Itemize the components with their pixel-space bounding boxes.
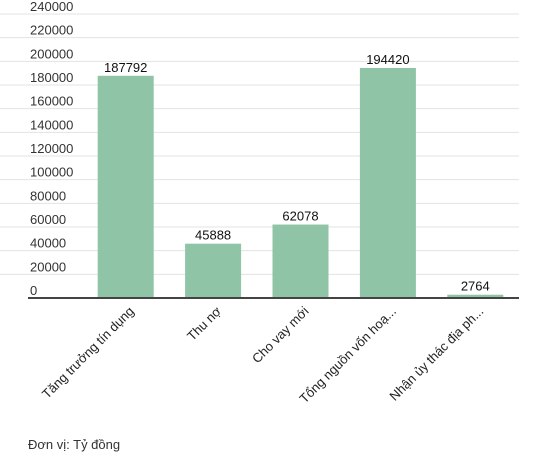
y-tick-label: 80000 xyxy=(30,188,66,203)
y-tick-label: 60000 xyxy=(30,212,66,227)
data-label: 62078 xyxy=(282,209,318,224)
y-tick-label: 160000 xyxy=(30,94,73,109)
y-tick-label: 0 xyxy=(30,283,37,298)
category-label: Cho vay mới xyxy=(249,303,312,366)
y-tick-label: 140000 xyxy=(30,117,73,132)
y-tick-label: 120000 xyxy=(30,141,73,156)
data-label: 187792 xyxy=(104,60,147,75)
y-tick-label: 200000 xyxy=(30,46,73,61)
category-label: Nhận ủy thác địa ph... xyxy=(386,304,486,404)
data-label: 2764 xyxy=(461,279,490,294)
data-label: 194420 xyxy=(366,52,409,67)
y-tick-label: 20000 xyxy=(30,259,66,274)
y-tick-label: 240000 xyxy=(30,0,73,14)
y-tick-label: 40000 xyxy=(30,236,66,251)
bar xyxy=(447,294,504,298)
y-tick-label: 220000 xyxy=(30,23,73,38)
unit-footnote: Đơn vị: Tỷ đồng xyxy=(28,437,121,452)
bar xyxy=(359,67,416,298)
category-label: Tổng nguồn vốn hoạ... xyxy=(296,304,399,407)
bar xyxy=(272,224,329,298)
bar xyxy=(97,75,154,298)
category-label: Tăng trưởng tín dụng xyxy=(39,304,137,402)
bar xyxy=(185,243,242,298)
y-tick-label: 100000 xyxy=(30,165,73,180)
data-label: 45888 xyxy=(195,228,231,243)
y-tick-label: 180000 xyxy=(30,70,73,85)
category-label: Thu nợ xyxy=(184,303,224,343)
